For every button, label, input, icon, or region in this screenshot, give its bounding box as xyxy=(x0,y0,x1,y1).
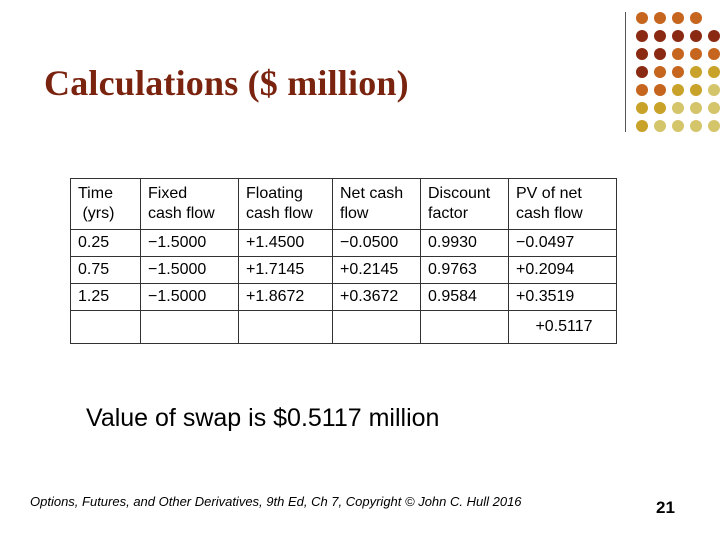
cell-floating: +1.4500 xyxy=(238,229,333,257)
header-pv-net-cash-flow: PV of net cash flow xyxy=(508,178,617,230)
cell-net: −0.0500 xyxy=(332,229,421,257)
cell-pv: +0.3519 xyxy=(508,283,617,311)
page-number: 21 xyxy=(656,498,675,517)
decorative-dot xyxy=(654,102,666,114)
header-time: Time (yrs) xyxy=(70,178,141,230)
decorative-dot xyxy=(654,12,666,24)
decorative-dot xyxy=(654,48,666,60)
table-total-row: +0.5117 xyxy=(70,310,617,344)
table-row: 1.25 −1.5000 +1.8672 +0.3672 0.9584 +0.3… xyxy=(70,283,617,311)
decorative-dot xyxy=(636,102,648,114)
decorative-dot xyxy=(690,30,702,42)
table-header-row: Time (yrs) Fixed cash flow Floating cash f… xyxy=(70,178,617,230)
cell-pv: +0.2094 xyxy=(508,256,617,284)
decorative-dot xyxy=(708,48,720,60)
decorative-dot xyxy=(672,102,684,114)
cell-floating: +1.7145 xyxy=(238,256,333,284)
decorative-dot xyxy=(672,30,684,42)
cell-total-pv: +0.5117 xyxy=(508,310,617,344)
decorative-dot xyxy=(690,120,702,132)
decorative-dot xyxy=(636,84,648,96)
cell-discount: 0.9930 xyxy=(420,229,509,257)
header-fixed-cash-flow: Fixed cash flow xyxy=(140,178,239,230)
decorative-dot xyxy=(654,30,666,42)
decorative-dot xyxy=(708,120,720,132)
decorative-dot xyxy=(636,120,648,132)
decorative-dot xyxy=(654,66,666,78)
decorative-dot xyxy=(672,120,684,132)
decorative-dot xyxy=(672,66,684,78)
cell-discount: 0.9584 xyxy=(420,283,509,311)
cash-flow-table: Time (yrs) Fixed cash flow Floating cash f… xyxy=(70,178,617,344)
decorative-dot xyxy=(636,66,648,78)
cell-empty xyxy=(332,310,421,344)
decorative-dot xyxy=(672,48,684,60)
decorative-dot xyxy=(636,48,648,60)
cell-fixed: −1.5000 xyxy=(140,283,239,311)
decorative-dot xyxy=(654,120,666,132)
decorative-dot xyxy=(690,102,702,114)
decorative-dot xyxy=(672,12,684,24)
decorative-dot-grid xyxy=(0,0,720,140)
cell-time: 0.25 xyxy=(70,229,141,257)
cell-pv: −0.0497 xyxy=(508,229,617,257)
decorative-dot xyxy=(708,102,720,114)
decorative-dot xyxy=(690,84,702,96)
header-floating-cash-flow: Floating cash flow xyxy=(238,178,333,230)
decorative-dot xyxy=(708,30,720,42)
cell-net: +0.3672 xyxy=(332,283,421,311)
cell-discount: 0.9763 xyxy=(420,256,509,284)
title-divider-line xyxy=(625,12,626,132)
decorative-dot xyxy=(690,66,702,78)
swap-value-summary: Value of swap is $0.5117 million xyxy=(86,404,440,432)
cell-fixed: −1.5000 xyxy=(140,256,239,284)
decorative-dot xyxy=(636,30,648,42)
decorative-dot xyxy=(690,12,702,24)
table-row: 0.75 −1.5000 +1.7145 +0.2145 0.9763 +0.2… xyxy=(70,256,617,284)
decorative-dot xyxy=(690,48,702,60)
cell-time: 0.75 xyxy=(70,256,141,284)
cell-empty xyxy=(420,310,509,344)
cell-net: +0.2145 xyxy=(332,256,421,284)
decorative-dot xyxy=(636,12,648,24)
copyright-footer: Options, Futures, and Other Derivatives,… xyxy=(30,494,522,509)
decorative-dot xyxy=(708,84,720,96)
cell-floating: +1.8672 xyxy=(238,283,333,311)
table-row: 0.25 −1.5000 +1.4500 −0.0500 0.9930 −0.0… xyxy=(70,229,617,257)
cell-fixed: −1.5000 xyxy=(140,229,239,257)
header-net-cash-flow: Net cash flow xyxy=(332,178,421,230)
cell-empty xyxy=(140,310,239,344)
decorative-dot xyxy=(708,66,720,78)
decorative-dot xyxy=(672,84,684,96)
cell-empty xyxy=(70,310,141,344)
slide-title: Calculations ($ million) xyxy=(44,63,409,103)
decorative-dot xyxy=(654,84,666,96)
cell-empty xyxy=(238,310,333,344)
header-discount-factor: Discount factor xyxy=(420,178,509,230)
cell-time: 1.25 xyxy=(70,283,141,311)
